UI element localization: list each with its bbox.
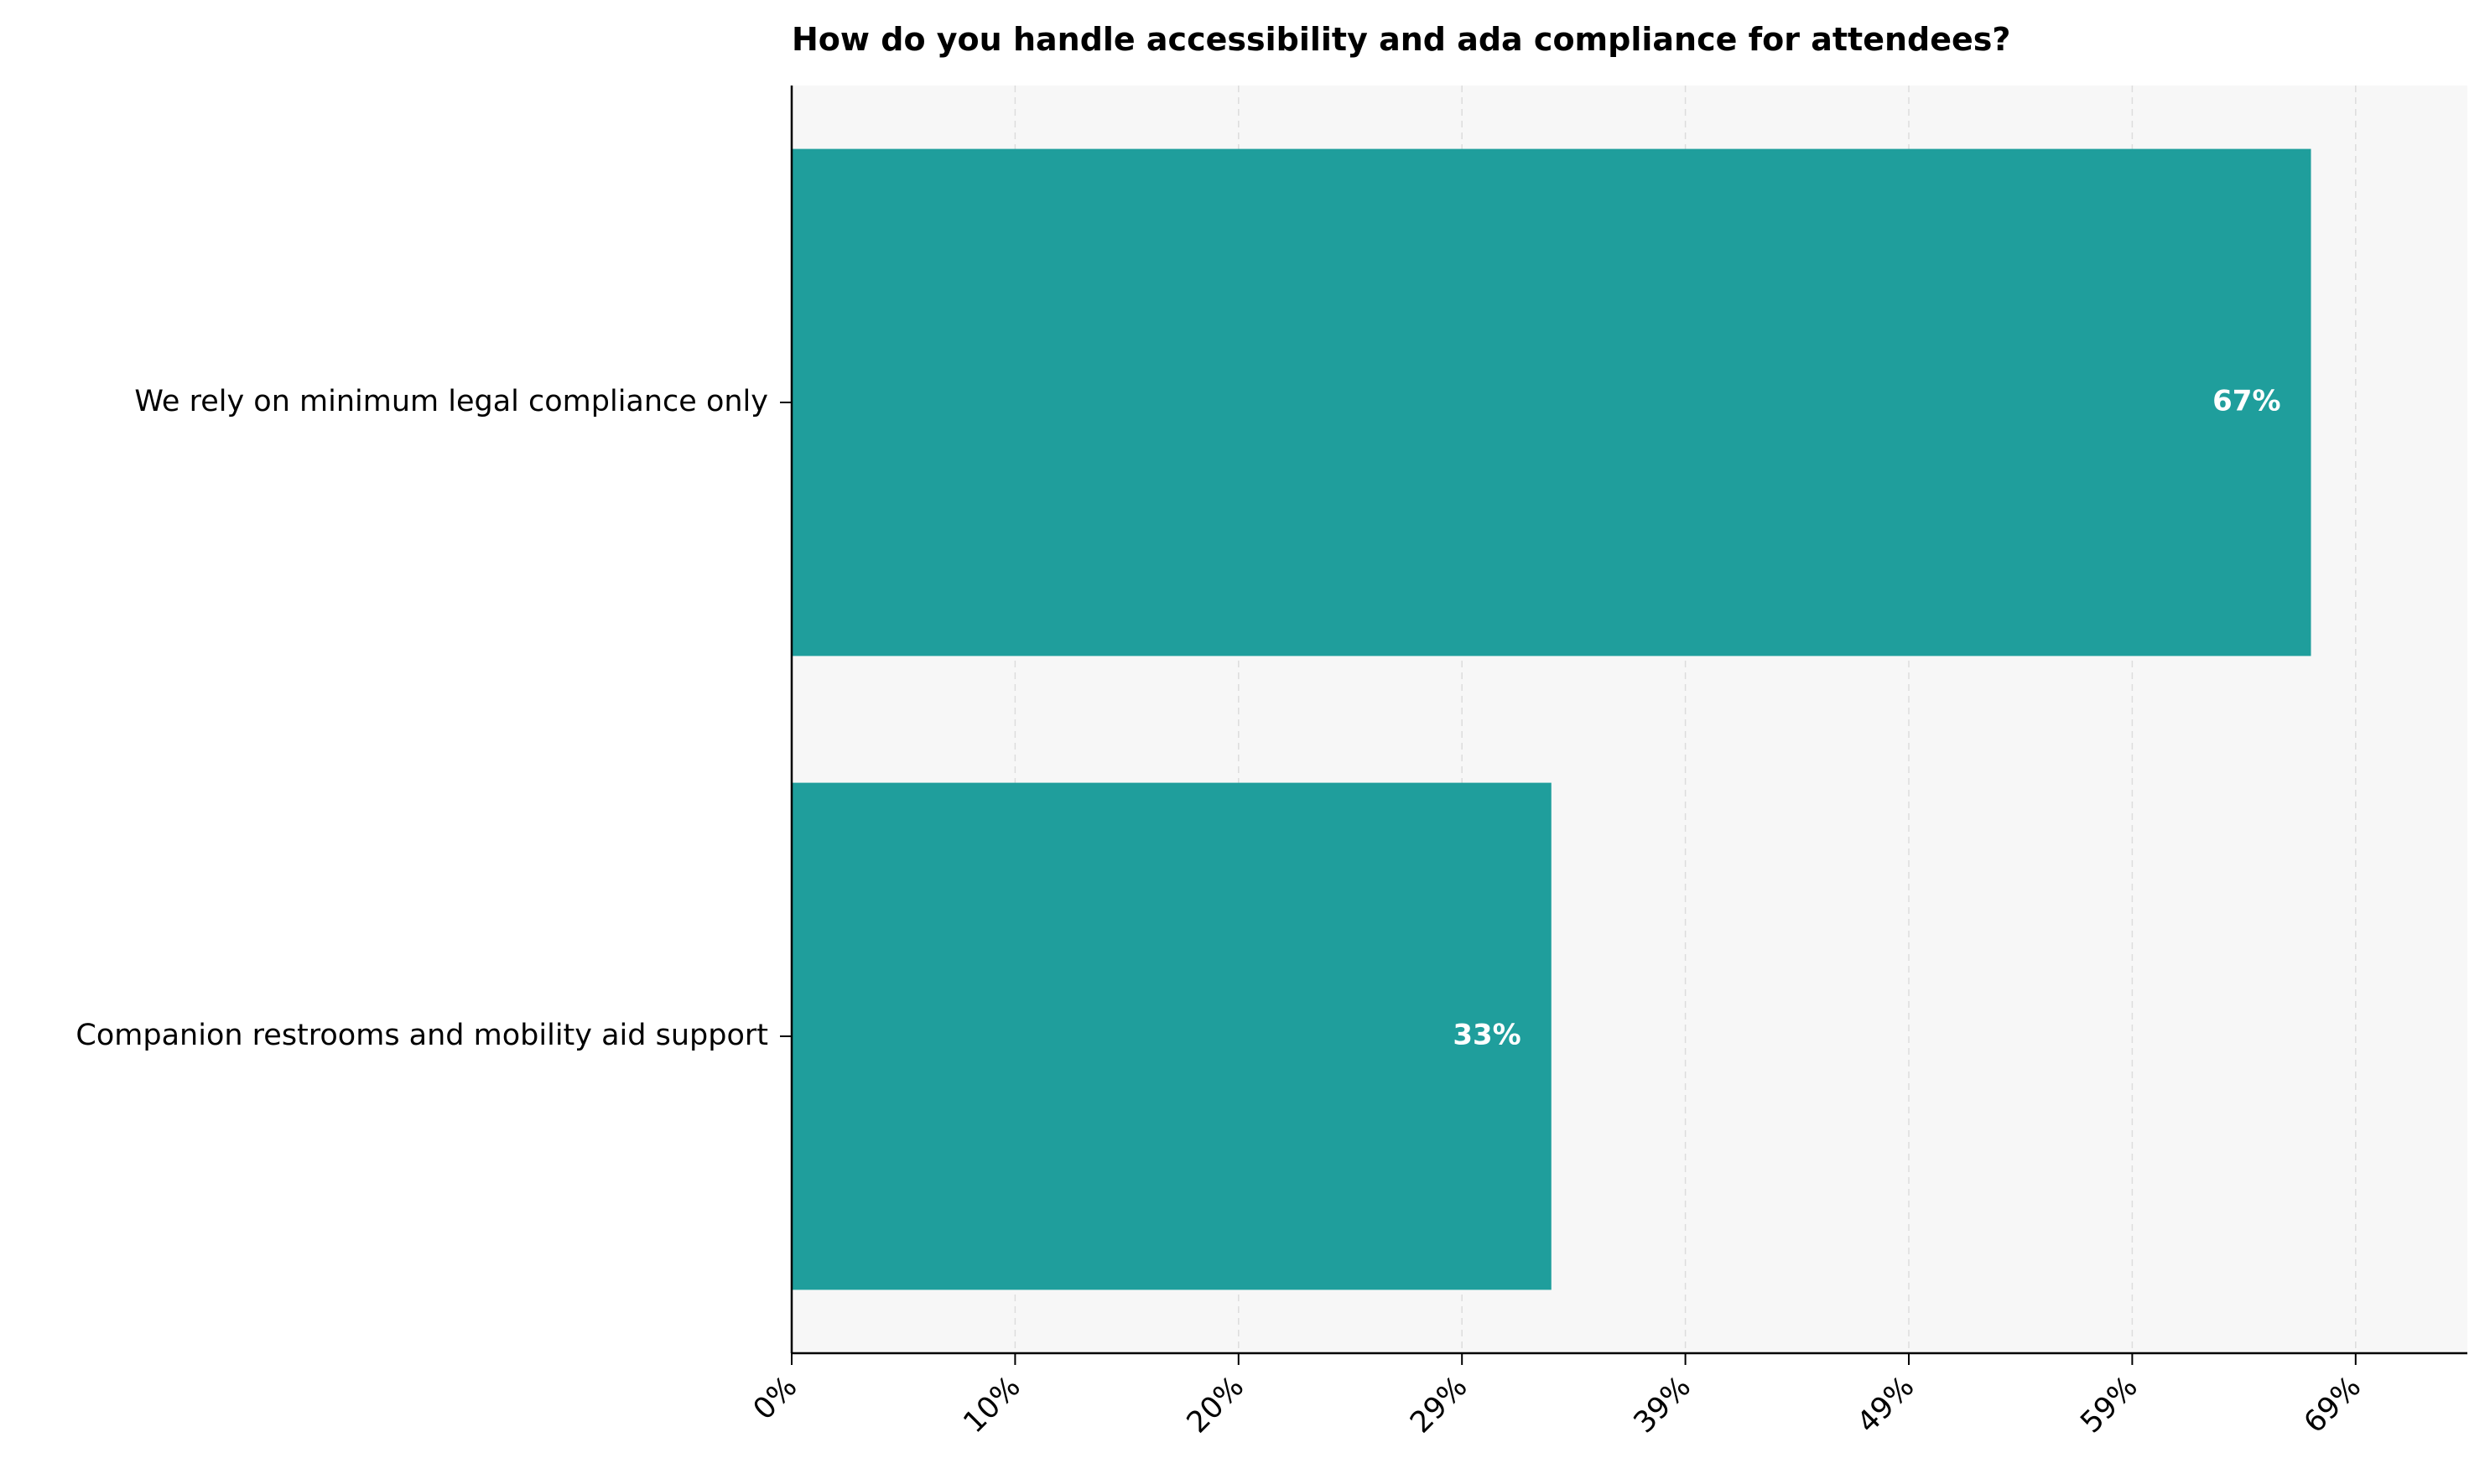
bar (792, 148, 2311, 656)
x-tick-label: 10% (957, 1370, 1027, 1440)
x-tick-label: 39% (1628, 1370, 1697, 1440)
bar (792, 782, 1552, 1290)
x-tick-label: 20% (1181, 1370, 1250, 1440)
y-tick-label: We rely on minimum legal compliance only (134, 385, 768, 418)
chart-title: How do you handle accessibility and ada … (792, 21, 2010, 58)
value-labels: 67% 33% (1453, 385, 2280, 1052)
axes (790, 86, 2467, 1355)
bar-value-label: 67% (2212, 385, 2280, 418)
x-tick-label: 59% (2074, 1370, 2144, 1440)
tick-labels: We rely on minimum legal compliance only… (75, 385, 2368, 1440)
x-tick-label: 69% (2298, 1370, 2368, 1440)
x-tick-label: 0% (747, 1370, 804, 1427)
bars (792, 148, 2311, 1290)
bar-value-label: 33% (1453, 1019, 1521, 1052)
y-tick-label: Companion restrooms and mobility aid sup… (75, 1019, 768, 1052)
x-tick-label: 49% (1851, 1370, 1921, 1440)
x-tick-label: 29% (1404, 1370, 1474, 1440)
